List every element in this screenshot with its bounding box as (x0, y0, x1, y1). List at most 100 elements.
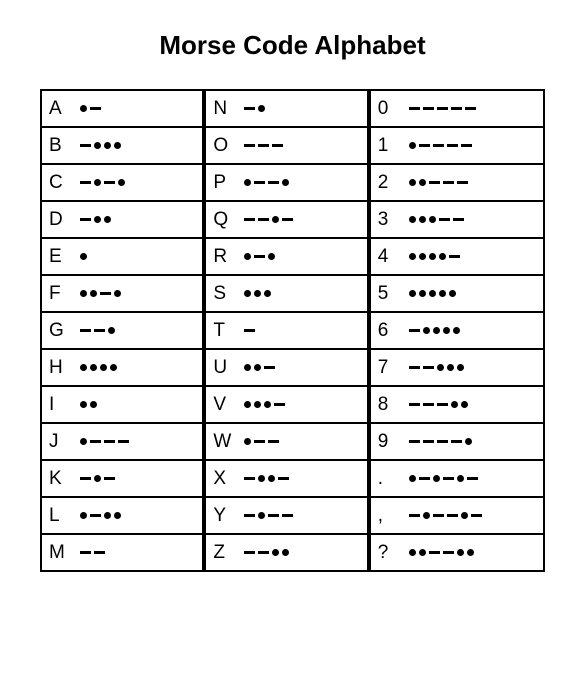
morse-code (80, 239, 202, 274)
table-row: , (370, 497, 544, 534)
dash-icon (453, 218, 464, 222)
dot-icon (108, 327, 115, 334)
table-row: 9 (370, 423, 544, 460)
morse-code (80, 498, 202, 533)
dash-icon (80, 144, 91, 148)
dot-icon (423, 512, 430, 519)
char-cell: M (41, 534, 76, 571)
char-cell: Y (205, 497, 240, 534)
table-row: 4 (370, 238, 544, 275)
code-cell (240, 534, 367, 571)
table-row: Q (205, 201, 367, 238)
dash-icon (409, 366, 420, 370)
page-title: Morse Code Alphabet (40, 30, 545, 61)
dash-icon (104, 181, 115, 185)
code-cell (240, 238, 367, 275)
morse-code (80, 535, 202, 570)
morse-code (244, 91, 366, 126)
table-row: E (41, 238, 203, 275)
table-row: L (41, 497, 203, 534)
char-cell: 3 (370, 201, 405, 238)
dash-icon (244, 514, 255, 518)
code-cell (76, 497, 203, 534)
char-cell: ? (370, 534, 405, 571)
code-cell (405, 497, 544, 534)
morse-code (80, 387, 202, 422)
char-cell: 5 (370, 275, 405, 312)
code-cell (76, 164, 203, 201)
dash-icon (409, 329, 420, 333)
dash-icon (244, 144, 255, 148)
dot-icon (264, 290, 271, 297)
dot-icon (244, 401, 251, 408)
dot-icon (409, 549, 416, 556)
morse-code (409, 424, 543, 459)
code-cell (240, 349, 367, 386)
dot-icon (268, 475, 275, 482)
dash-icon (429, 181, 440, 185)
dot-icon (433, 475, 440, 482)
code-cell (76, 312, 203, 349)
table-row: T (205, 312, 367, 349)
dot-icon (94, 216, 101, 223)
char-cell: L (41, 497, 76, 534)
dash-icon (433, 514, 444, 518)
dot-icon (104, 512, 111, 519)
morse-code (244, 498, 366, 533)
dot-icon (419, 179, 426, 186)
morse-table-col3: 0123456789.,? (369, 89, 545, 572)
char-cell: 4 (370, 238, 405, 275)
dot-icon (244, 438, 251, 445)
char-cell: 0 (370, 90, 405, 127)
dash-icon (80, 218, 91, 222)
dash-icon (471, 514, 482, 518)
dash-icon (274, 403, 285, 407)
dash-icon (423, 366, 434, 370)
morse-code (80, 91, 202, 126)
code-cell (240, 127, 367, 164)
dash-icon (80, 477, 91, 481)
table-row: S (205, 275, 367, 312)
dot-icon (409, 253, 416, 260)
code-cell (405, 386, 544, 423)
code-cell (405, 127, 544, 164)
dot-icon (244, 179, 251, 186)
dot-icon (114, 512, 121, 519)
table-row: I (41, 386, 203, 423)
dash-icon (443, 477, 454, 481)
code-cell (405, 460, 544, 497)
dash-icon (449, 255, 460, 259)
code-cell (240, 386, 367, 423)
char-cell: K (41, 460, 76, 497)
dash-icon (423, 440, 434, 444)
table-row: J (41, 423, 203, 460)
morse-code (244, 535, 366, 570)
dot-icon (419, 253, 426, 260)
char-cell: O (205, 127, 240, 164)
morse-code (244, 387, 366, 422)
char-cell: B (41, 127, 76, 164)
morse-code (244, 165, 366, 200)
dot-icon (409, 475, 416, 482)
morse-code (244, 313, 366, 348)
dash-icon (419, 144, 430, 148)
char-cell: A (41, 90, 76, 127)
dot-icon (258, 475, 265, 482)
char-cell: 2 (370, 164, 405, 201)
dash-icon (90, 440, 101, 444)
char-cell: X (205, 460, 240, 497)
table-row: P (205, 164, 367, 201)
dot-icon (100, 364, 107, 371)
dot-icon (429, 216, 436, 223)
table-row: 5 (370, 275, 544, 312)
dot-icon (254, 290, 261, 297)
dash-icon (94, 551, 105, 555)
char-cell: U (205, 349, 240, 386)
dot-icon (461, 401, 468, 408)
morse-code (244, 128, 366, 163)
table-row: O (205, 127, 367, 164)
table-row: 8 (370, 386, 544, 423)
dot-icon (104, 216, 111, 223)
morse-code (244, 424, 366, 459)
dot-icon (423, 327, 430, 334)
